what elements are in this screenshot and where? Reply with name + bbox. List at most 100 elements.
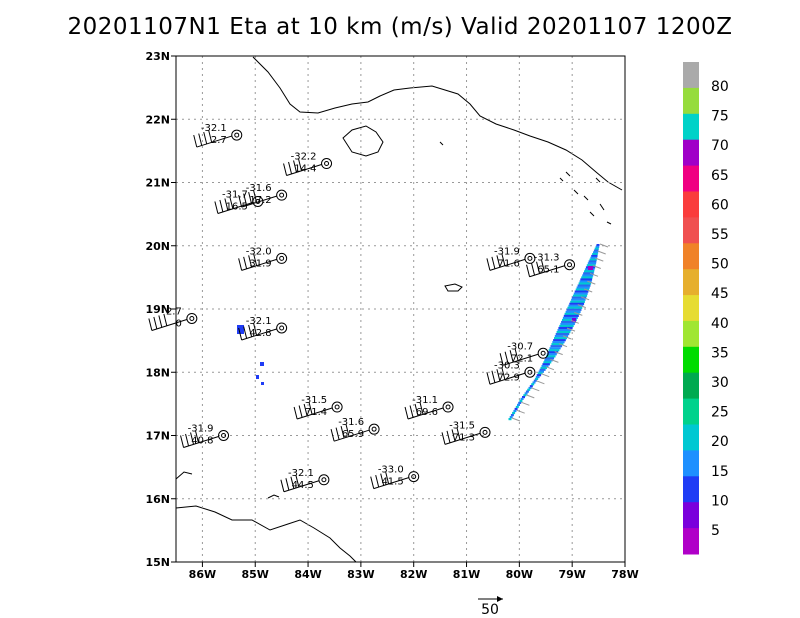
x-tick-label: 80W <box>506 568 533 581</box>
station-value-bottom: 71.3 <box>453 432 475 443</box>
swath-cell <box>570 300 585 303</box>
swath-cell <box>539 368 546 371</box>
wind-barb-flag <box>280 479 285 492</box>
station-plot: -32.214.4 <box>283 152 333 177</box>
swath-cell <box>510 414 514 417</box>
colorbar-swatch <box>683 346 699 374</box>
wind-barb <box>151 319 187 331</box>
wind-barb-flag <box>163 313 168 327</box>
station-plot: -32.031.9 <box>238 246 288 271</box>
wind-barb-flag <box>526 264 531 277</box>
x-tick-label: 86W <box>189 568 216 581</box>
colorbar-label: 60 <box>711 197 729 213</box>
station-value-bottom: 42.8 <box>249 328 271 339</box>
swath-cell <box>573 292 588 295</box>
wind-barb <box>241 195 277 208</box>
wind-barb-flag <box>496 369 501 382</box>
wind-barb-flag <box>340 426 345 439</box>
swath-cell <box>552 341 565 344</box>
swath-cell <box>580 278 593 281</box>
swath-arrow <box>599 243 609 248</box>
swath-cell <box>260 362 264 366</box>
station-marker-inner <box>321 477 327 483</box>
station-marker <box>368 423 380 435</box>
swath-cell <box>529 385 533 388</box>
swath-arrow <box>587 280 596 285</box>
swath-cell <box>575 288 590 291</box>
swath-cell <box>562 316 578 319</box>
wind-barb-flag <box>404 406 409 420</box>
station-marker-inner <box>482 429 488 435</box>
station-marker-inner <box>324 161 330 167</box>
wind-barb-flag <box>451 429 456 442</box>
station-plot: -31.940.8 <box>180 424 230 448</box>
swath-cell <box>535 376 540 379</box>
colorbar-label: 20 <box>711 434 729 450</box>
colorbar-swatch <box>683 217 699 244</box>
colorbar-label: 50 <box>711 257 729 273</box>
swath-cell <box>559 324 574 328</box>
wind-barb-flag <box>185 433 190 447</box>
swath-cell <box>571 298 586 301</box>
coastline <box>175 471 193 480</box>
swath-cell <box>509 416 513 419</box>
swath-arrow <box>566 327 576 332</box>
y-tick-label: 16N <box>145 493 170 506</box>
wind-barb-flag <box>496 255 501 268</box>
station-marker <box>318 474 330 486</box>
swath-cell <box>557 329 572 332</box>
station-marker <box>276 322 288 334</box>
station-value-bottom: 2.7 <box>211 135 227 146</box>
swath-cell <box>553 339 566 342</box>
swath-cell <box>579 280 592 283</box>
wind-barb-flag <box>148 318 153 331</box>
wind-barb-flag <box>238 258 243 271</box>
swath-cell <box>524 392 528 395</box>
station-marker <box>479 426 491 438</box>
colorbar-swatch <box>683 502 699 529</box>
station-value-bottom: 16.5 <box>226 201 248 212</box>
coastline <box>439 141 444 146</box>
wind-barb-flag <box>243 256 248 270</box>
wind-barb-flag <box>330 429 335 442</box>
swath-cell <box>566 308 582 311</box>
coastline <box>342 125 384 157</box>
station-marker-inner <box>540 350 546 356</box>
station-marker <box>331 401 343 413</box>
wind-barb-flag <box>180 435 185 448</box>
station-value-top: -32.1 <box>246 316 272 327</box>
station-value-top: -31.3 <box>534 253 560 264</box>
swath-arrow <box>541 373 550 378</box>
wind-barb <box>183 436 219 448</box>
swath-cell <box>508 418 512 421</box>
wind-barb <box>283 480 320 493</box>
station-value-top: -31.1 <box>412 395 438 406</box>
x-tick-label: 79W <box>558 568 585 581</box>
wind-barb <box>373 477 409 490</box>
wind-barb-flag <box>283 163 288 176</box>
station-plot: 2.70 <box>148 306 198 331</box>
swath-cell <box>527 388 531 391</box>
station-value-bottom: 44.5 <box>292 480 314 491</box>
swath-cell <box>574 290 589 293</box>
x-tick-label: 83W <box>347 568 374 581</box>
wind-barb <box>444 432 481 445</box>
station-value-top: -31.5 <box>301 395 327 406</box>
swath-cell <box>546 353 557 356</box>
colorbar-label: 35 <box>711 345 729 361</box>
colorbar-swatch <box>683 398 699 425</box>
station-value-bottom: 31.9 <box>249 258 271 269</box>
swath-cell <box>590 256 598 259</box>
x-tick-label: 78W <box>611 568 638 581</box>
swath-cell <box>595 245 600 248</box>
swath-arrow <box>511 417 521 422</box>
swath-arrow <box>536 380 545 385</box>
wind-barb-flag <box>491 370 496 383</box>
y-tick-label: 17N <box>145 430 170 443</box>
y-tick-label: 22N <box>145 113 170 126</box>
station-value-top: -31.7 <box>222 189 248 200</box>
swath-arrow <box>597 250 606 255</box>
swath-cell <box>587 262 597 265</box>
swath-cell <box>561 320 576 324</box>
